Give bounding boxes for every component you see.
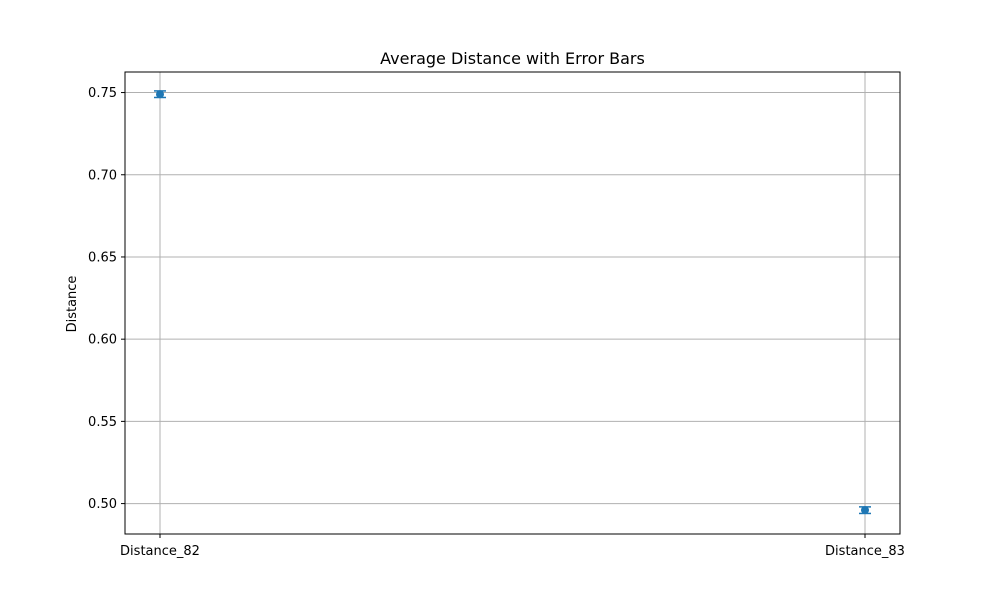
x-tick-label: Distance_82: [120, 544, 200, 559]
y-tick-label: 0.70: [88, 168, 117, 183]
x-tick-label: Distance_83: [825, 544, 905, 559]
plot-area-frame: [124, 71, 901, 535]
y-axis-label: Distance: [65, 276, 80, 333]
y-tick-label: 0.60: [88, 333, 117, 348]
chart-title: Average Distance with Error Bars: [380, 49, 645, 68]
data-point: [156, 90, 164, 99]
axis-ticks: 0.50 0.55 0.60 0.65 0.70 0.75 Distance_82 Dista…: [88, 86, 905, 559]
y-tick-label: 0.75: [88, 86, 117, 101]
y-tick-label: 0.50: [88, 497, 117, 512]
data-point: [861, 506, 869, 515]
data-marks: [154, 90, 871, 515]
grid-lines: [125, 72, 900, 534]
y-tick-label: 0.65: [88, 250, 117, 265]
y-tick-label: 0.55: [88, 415, 117, 430]
